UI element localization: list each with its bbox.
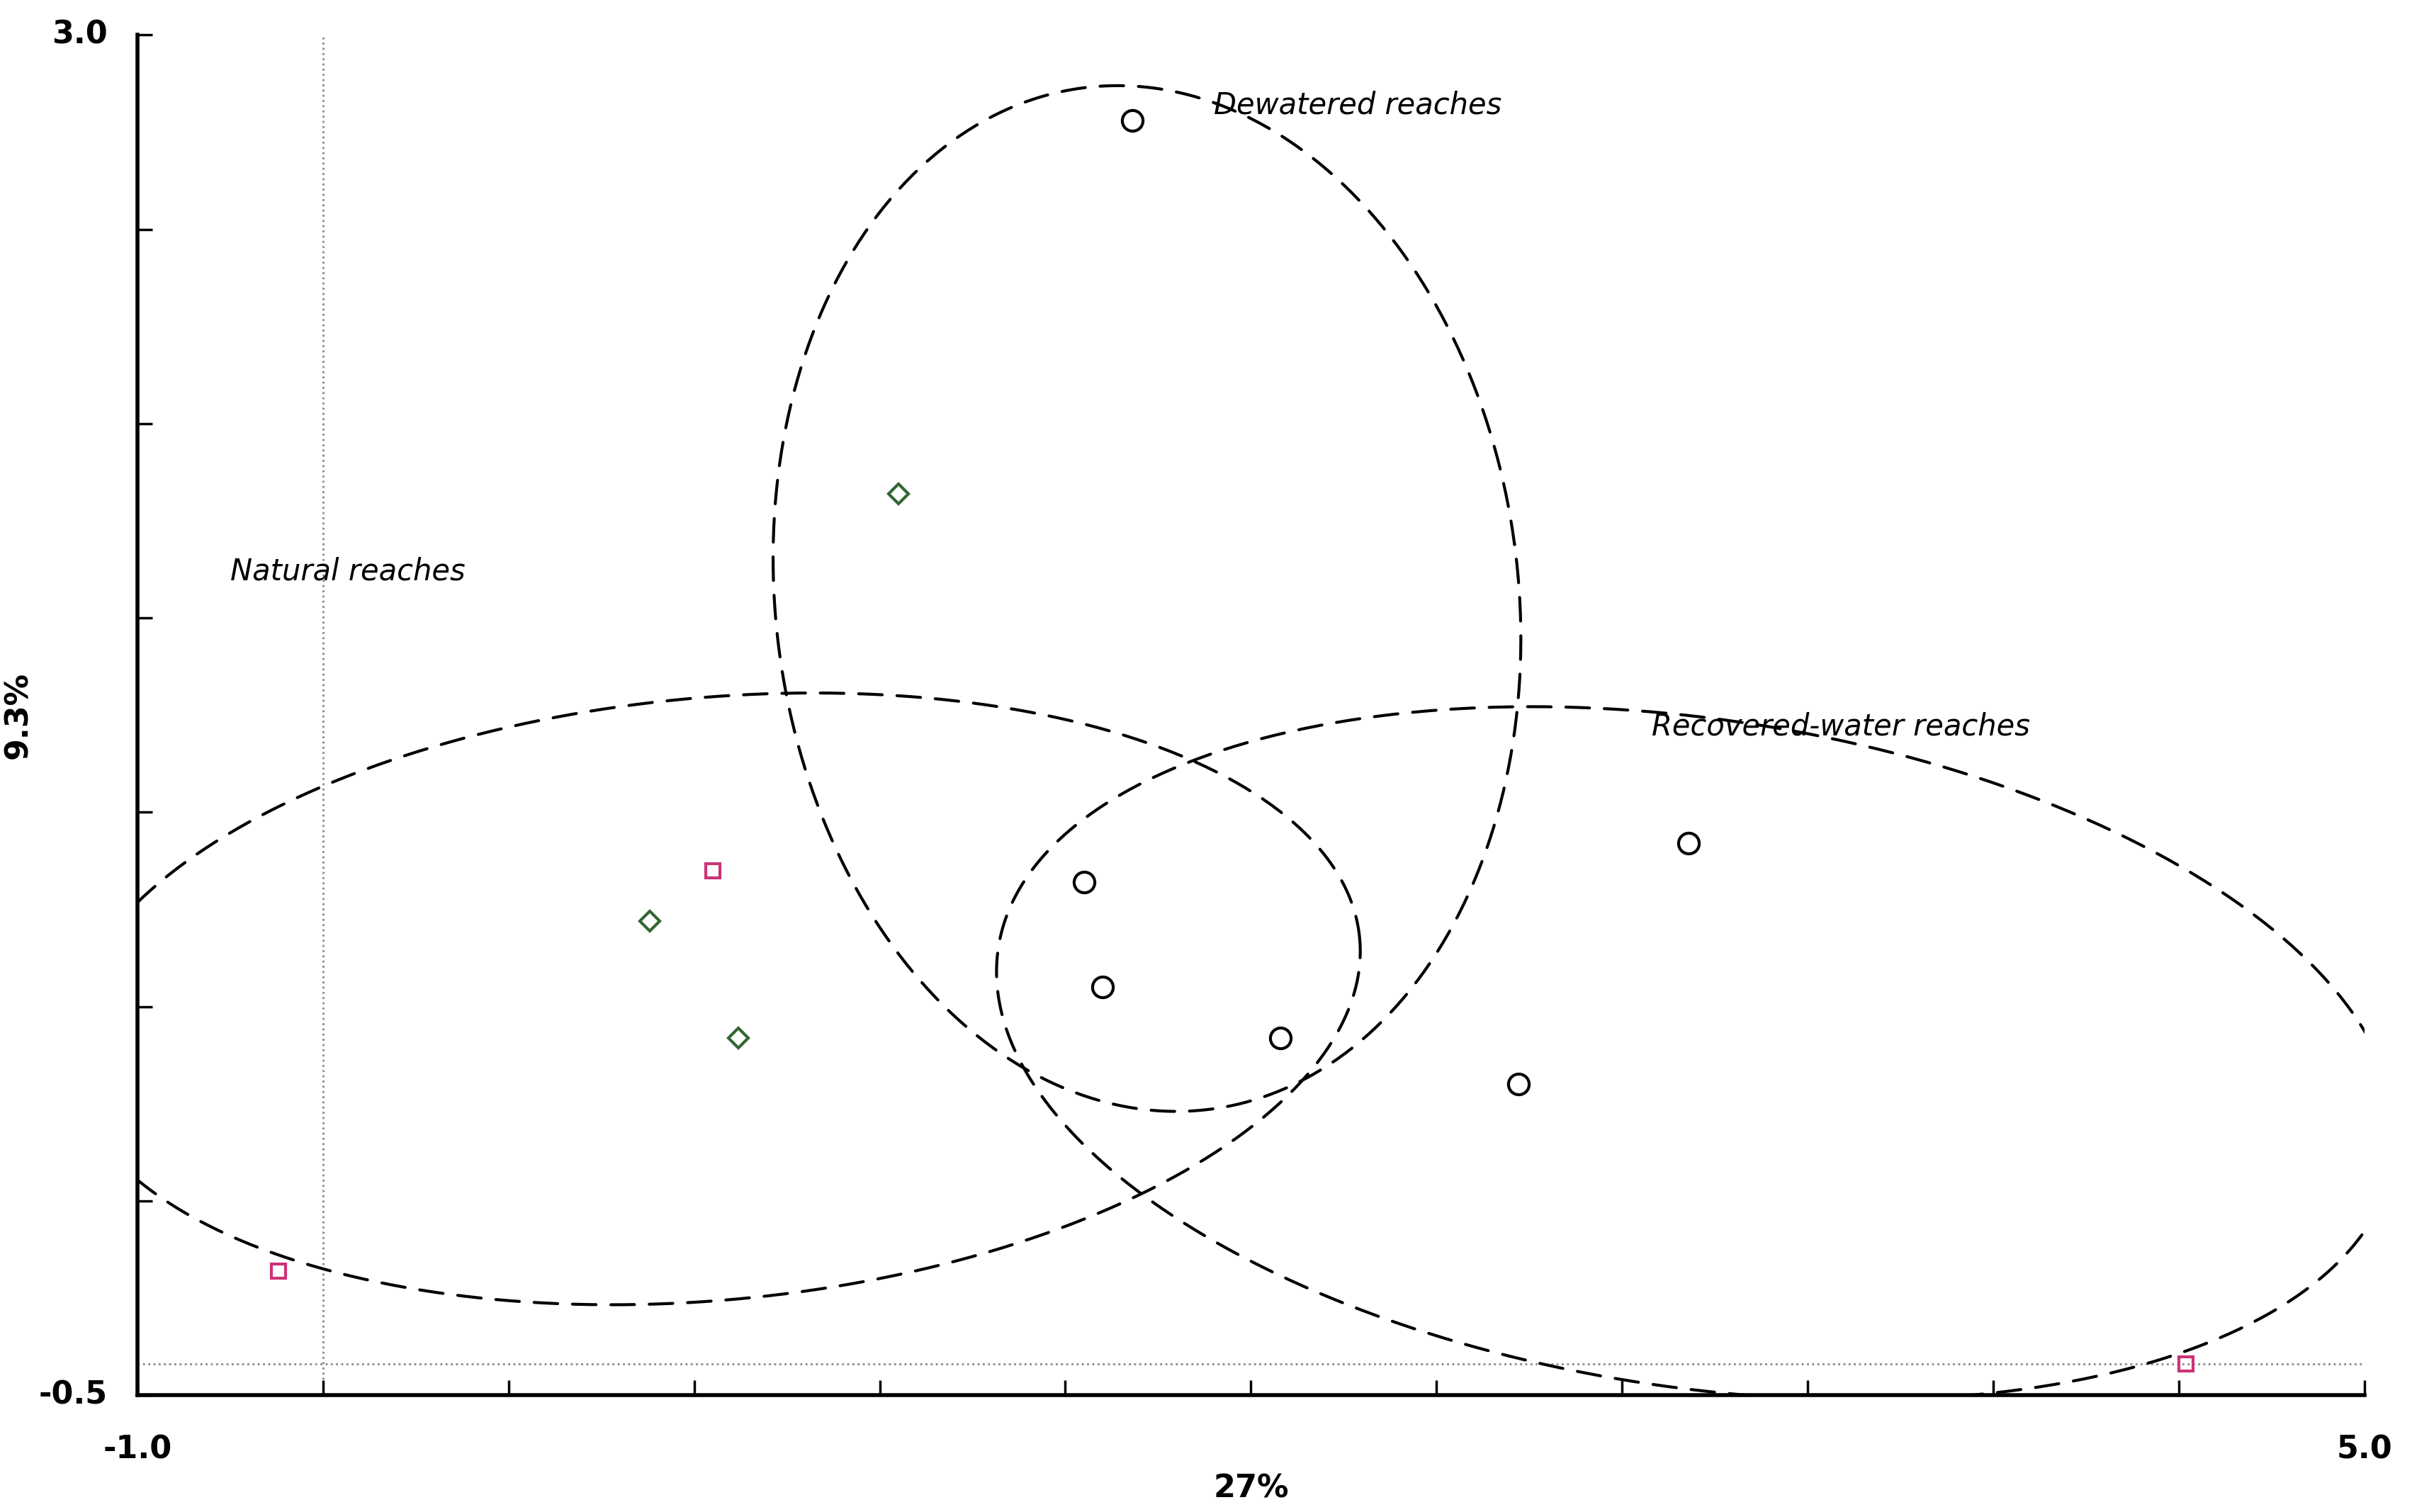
- Text: Recovered-water reaches: Recovered-water reaches: [1652, 712, 2031, 742]
- Text: 3.0: 3.0: [53, 20, 109, 50]
- Text: 9.3%: 9.3%: [2, 671, 34, 759]
- Text: Natural reaches: Natural reaches: [229, 556, 466, 587]
- Text: 5.0: 5.0: [2337, 1435, 2393, 1465]
- Text: Dewatered reaches: Dewatered reaches: [1213, 91, 1503, 119]
- Text: -0.5: -0.5: [39, 1380, 109, 1411]
- Text: -1.0: -1.0: [104, 1435, 171, 1465]
- Text: 27%: 27%: [1213, 1473, 1288, 1503]
